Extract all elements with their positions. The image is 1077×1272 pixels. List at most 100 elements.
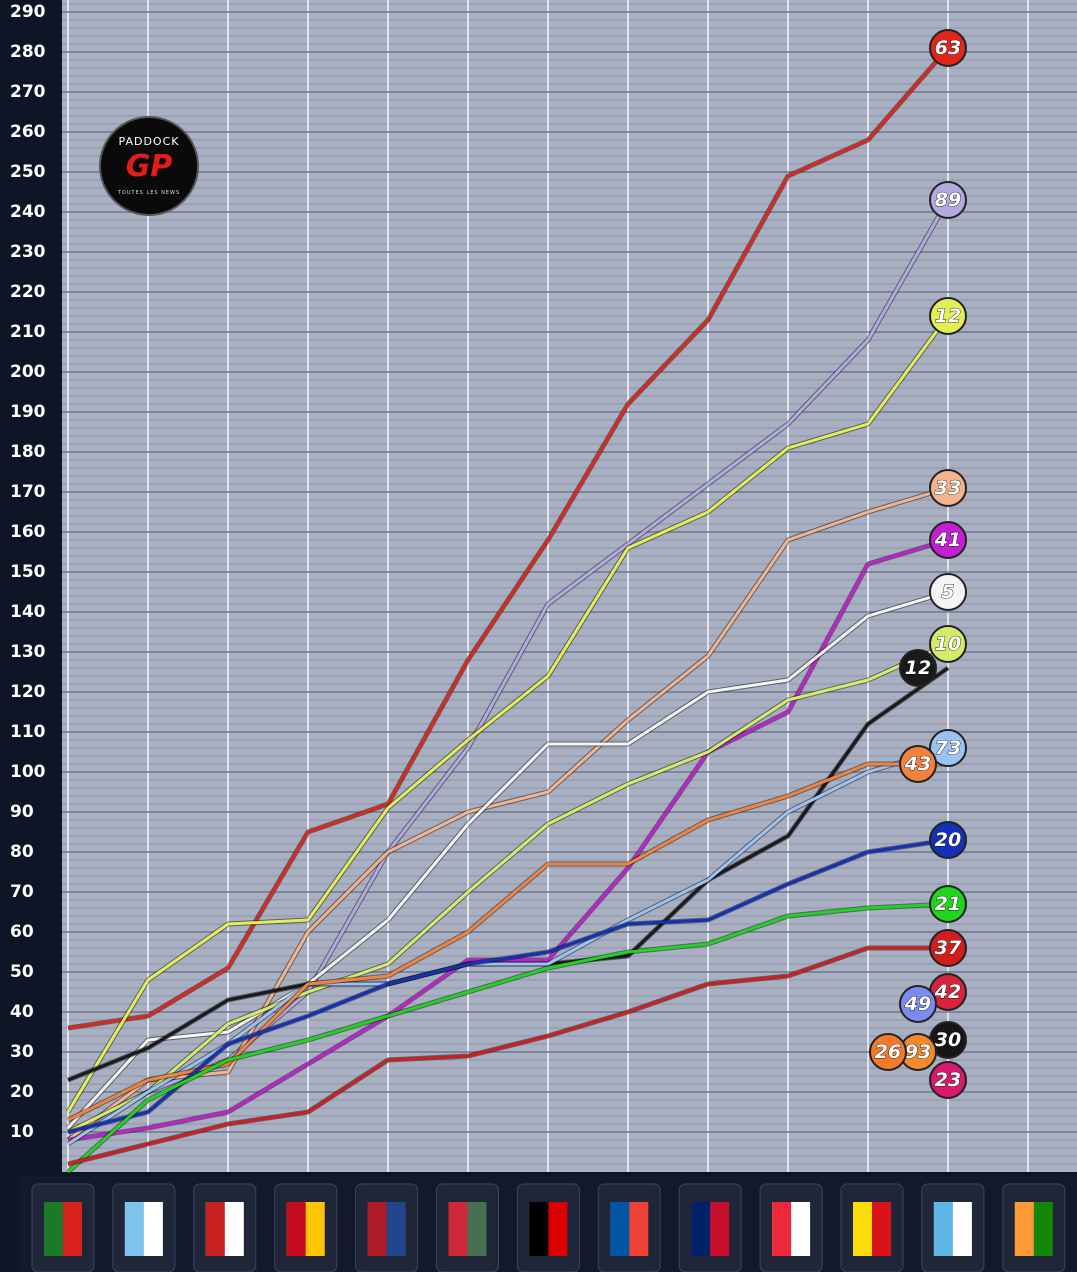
badge-circle <box>929 729 967 767</box>
legend-label: 89 <box>935 189 961 211</box>
legend-label: 20 <box>935 829 961 851</box>
logo: PADDOCK GP TOUTES LES NEWS <box>99 116 199 216</box>
y-tick-label: 90 <box>10 802 34 822</box>
flag-band <box>367 1202 387 1256</box>
y-tick-label: 30 <box>10 1042 34 1062</box>
y-tick-label: 270 <box>10 82 46 102</box>
y-tick-label: 190 <box>10 402 46 422</box>
legend-label: 41 <box>934 529 961 551</box>
legend-label: 93 <box>905 1041 931 1063</box>
series-line <box>67 642 949 1134</box>
series-line <box>67 746 949 1146</box>
badge-circle <box>929 297 967 335</box>
badge-circle <box>929 929 967 967</box>
badge-circle <box>929 181 967 219</box>
y-tick-label: 160 <box>10 522 46 542</box>
legend-label: 42 <box>934 981 961 1003</box>
y-tick-label: 80 <box>10 842 34 862</box>
flag-band <box>933 1202 953 1256</box>
y-tick-label: 290 <box>10 2 46 22</box>
badge: 5 <box>929 573 967 611</box>
series-line <box>66 315 950 1113</box>
y-tick-label: 140 <box>10 602 46 622</box>
badge: 23 <box>929 1061 967 1099</box>
badge: 33 <box>929 469 967 507</box>
y-tick-label: 210 <box>10 322 46 342</box>
y-tick-label: 120 <box>10 682 46 702</box>
logo-main: GP <box>126 149 173 184</box>
y-tick-label: 280 <box>10 42 46 62</box>
legend-label: 21 <box>935 893 961 915</box>
legend-label: 12 <box>905 657 931 679</box>
logo-bottom: TOUTES LES NEWS <box>117 190 180 196</box>
badge-circle <box>929 521 967 559</box>
y-tick-label: 40 <box>10 1002 34 1022</box>
flag-band <box>772 1202 792 1256</box>
badge: 21 <box>929 885 967 923</box>
y-tick-label: 20 <box>10 1082 34 1102</box>
legend-label: 73 <box>935 737 961 759</box>
badge: 93 <box>899 1033 937 1071</box>
flag-band <box>529 1202 549 1256</box>
flag-band <box>691 1202 711 1256</box>
flag-band <box>448 1202 468 1256</box>
badge: 12 <box>929 297 967 335</box>
logo-top: PADDOCK <box>119 135 180 148</box>
badge-circle <box>899 649 937 687</box>
y-tick-label: 170 <box>10 482 46 502</box>
flag-band <box>44 1202 63 1256</box>
y-tick-label: 130 <box>10 642 46 662</box>
y-tick-label: 200 <box>10 362 46 382</box>
badge-circle <box>929 821 967 859</box>
badge: 26 <box>869 1033 907 1071</box>
y-tick-label: 70 <box>10 882 34 902</box>
series-line <box>66 902 949 1174</box>
series-line <box>66 590 949 1130</box>
badge: 12 <box>899 649 937 687</box>
legend-label: 43 <box>904 753 931 775</box>
badge-circle <box>899 745 937 783</box>
badge-circle <box>929 885 967 923</box>
legend-label: 23 <box>935 1069 961 1091</box>
legend-label: 30 <box>935 1029 961 1051</box>
badge: 89 <box>929 181 967 219</box>
badge-circle <box>929 573 967 611</box>
badge: 41 <box>929 521 967 559</box>
logo-circle <box>99 116 199 216</box>
badge-circle <box>929 1061 967 1099</box>
flag-band <box>205 1202 225 1256</box>
flags <box>31 1183 1066 1272</box>
legend-label: 26 <box>875 1041 901 1063</box>
series-line <box>67 47 950 1030</box>
badge: 10 <box>929 625 967 663</box>
y-tick-label: 250 <box>10 162 46 182</box>
y-tick-label: 150 <box>10 562 46 582</box>
legend-label: 63 <box>935 37 961 59</box>
flag-band <box>124 1202 144 1256</box>
flag-band <box>853 1202 872 1256</box>
y-tick-label: 110 <box>10 722 46 742</box>
y-tick-label: 10 <box>10 1122 34 1142</box>
badge-circle <box>929 625 967 663</box>
legend-label: 12 <box>935 305 961 327</box>
y-tick-label: 240 <box>10 202 46 222</box>
flag-band <box>610 1202 630 1256</box>
badge-circle <box>899 985 937 1023</box>
series-line <box>67 838 949 1134</box>
badge: 30 <box>929 1021 967 1059</box>
flag-band <box>1014 1202 1034 1256</box>
y-tick-label: 180 <box>10 442 46 462</box>
badge-circle <box>869 1033 907 1071</box>
badge: 20 <box>929 821 967 859</box>
series-line <box>67 486 949 1142</box>
series-line <box>67 538 949 1142</box>
y-tick-label: 260 <box>10 122 46 142</box>
badge: 73 <box>929 729 967 767</box>
lines <box>65 46 951 1174</box>
y-tick-label: 50 <box>10 962 34 982</box>
legend-label: 10 <box>935 633 961 655</box>
series-line <box>67 946 948 1166</box>
y-tick-label: 230 <box>10 242 46 262</box>
